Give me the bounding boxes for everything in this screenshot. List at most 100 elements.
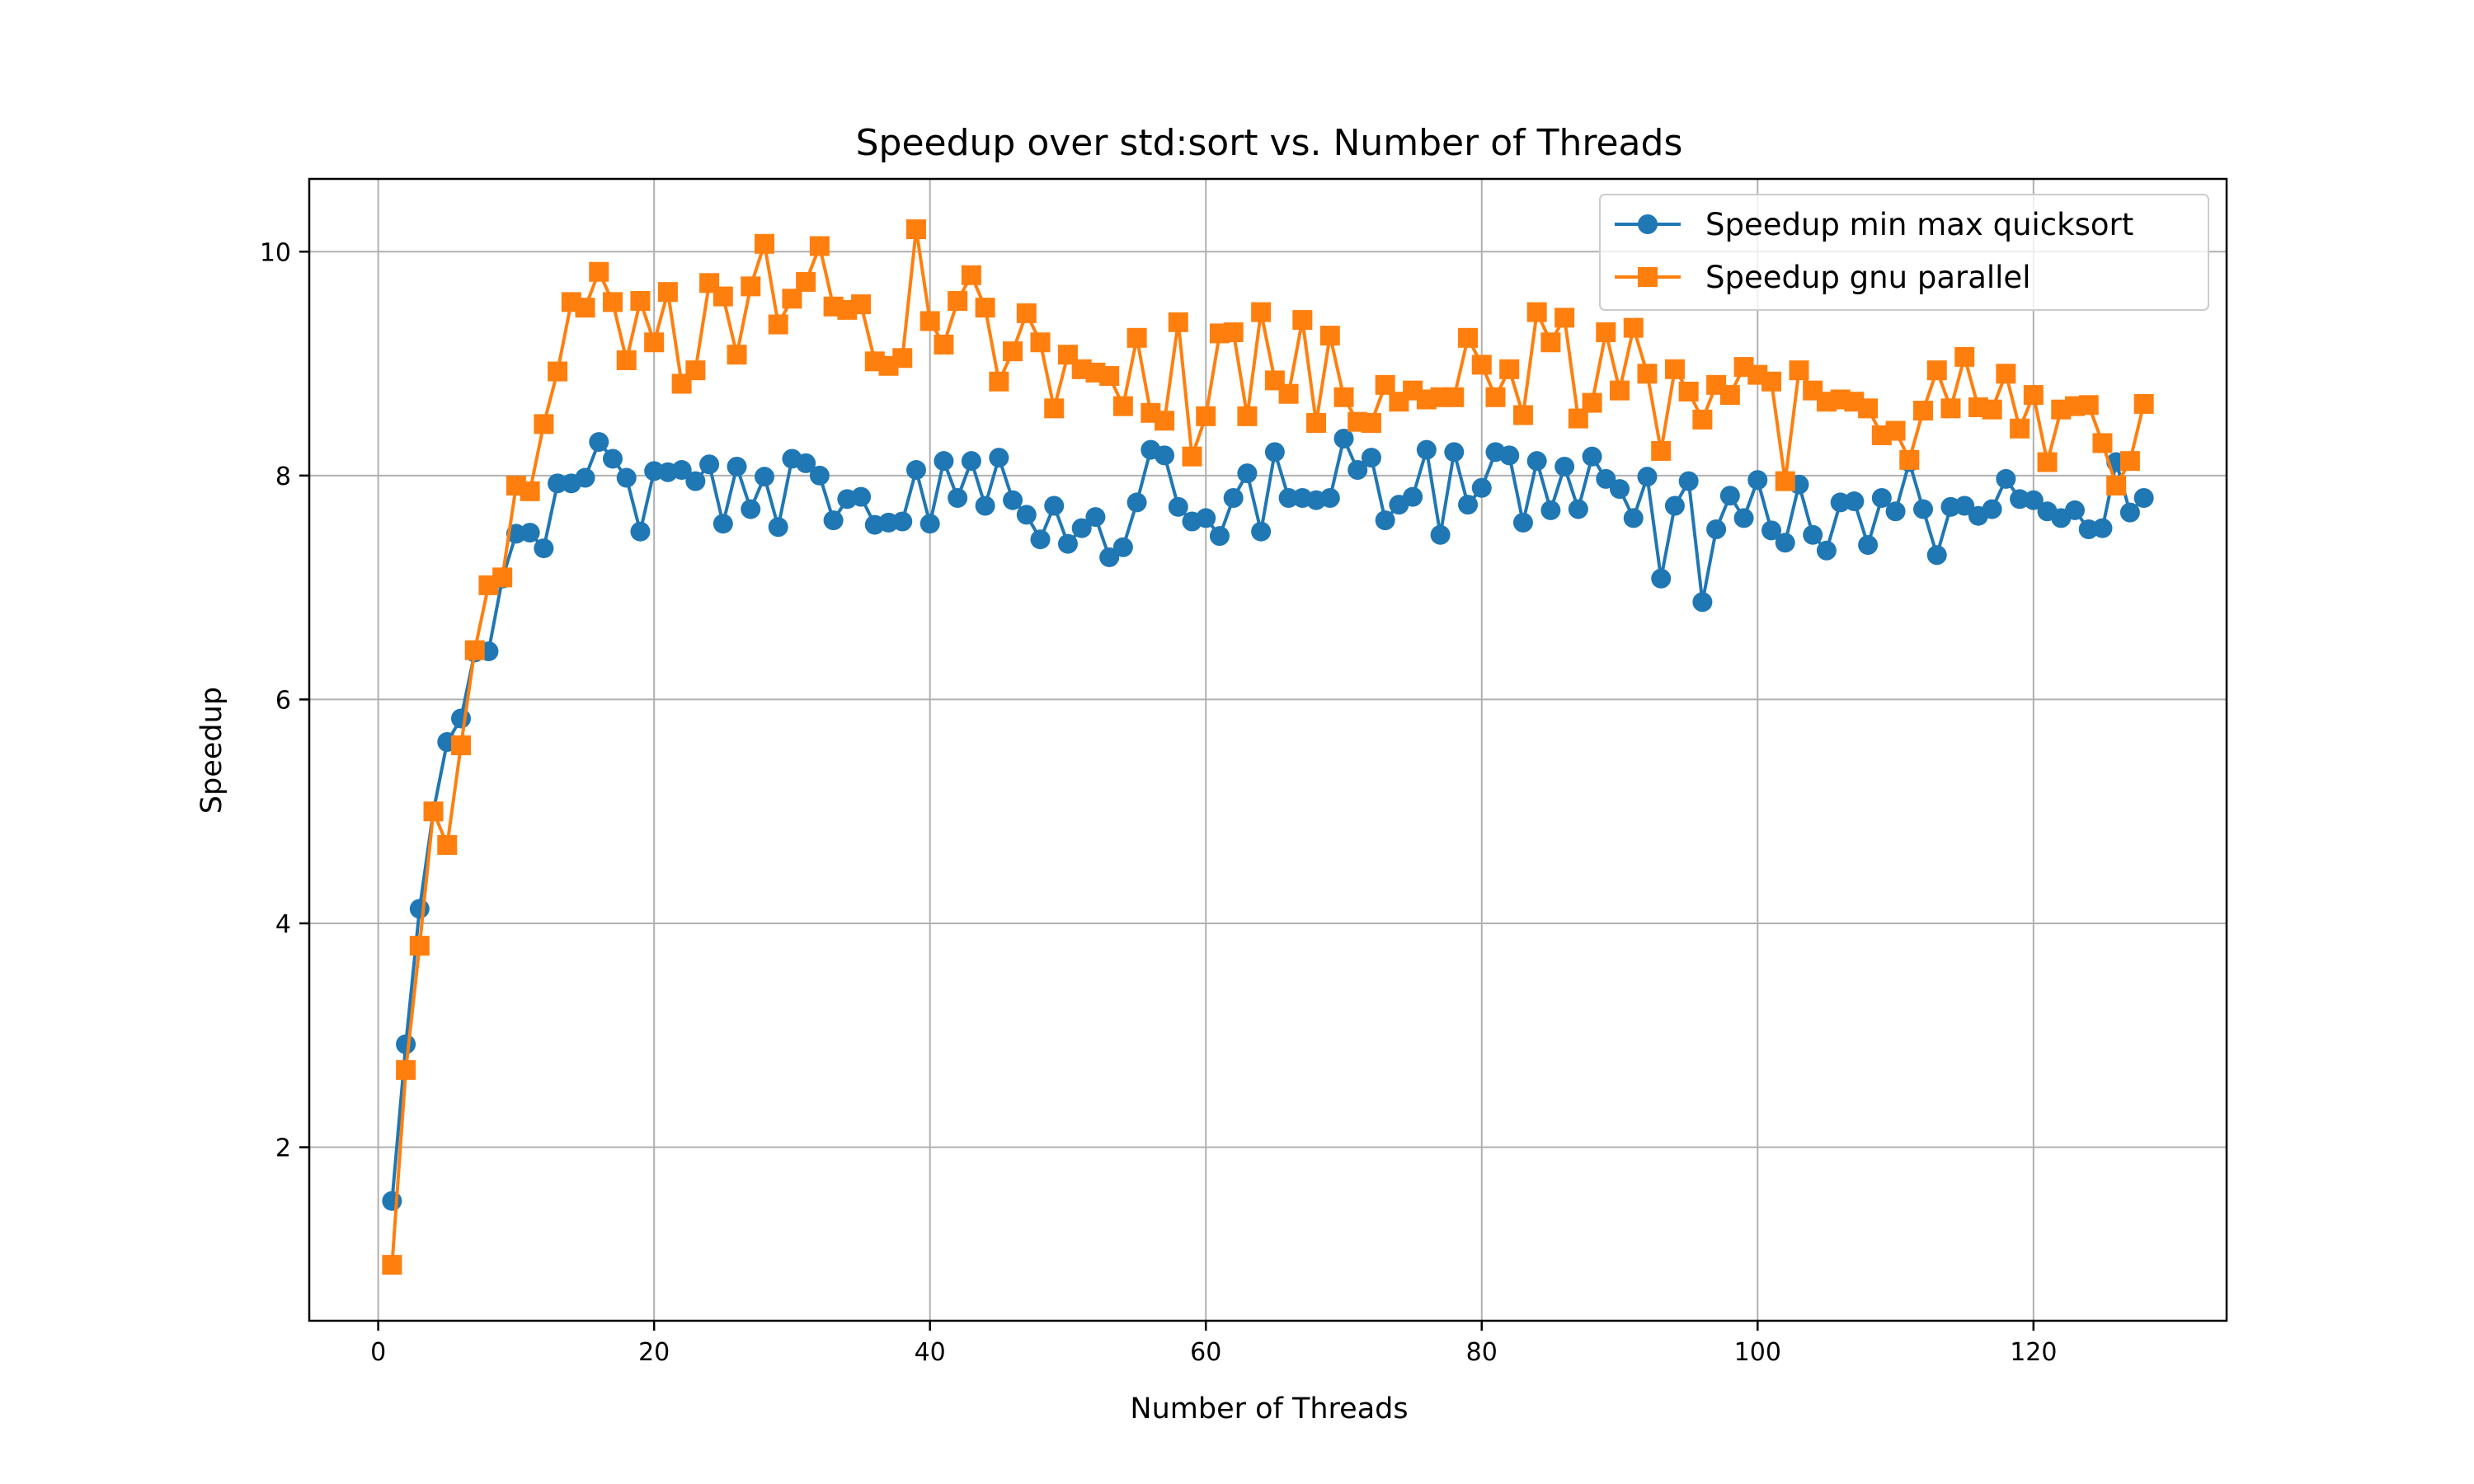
data-point bbox=[1623, 317, 1644, 338]
data-point bbox=[768, 517, 788, 538]
data-point bbox=[975, 495, 995, 516]
data-point bbox=[602, 448, 623, 469]
data-point bbox=[1982, 499, 2002, 519]
data-point bbox=[1319, 326, 1340, 346]
data-point bbox=[575, 467, 595, 488]
data-point bbox=[1237, 406, 1258, 426]
data-point bbox=[409, 936, 430, 956]
data-point bbox=[754, 233, 774, 254]
data-point bbox=[534, 538, 554, 559]
series-layer bbox=[382, 219, 2154, 1275]
data-point bbox=[1348, 460, 1368, 481]
data-point bbox=[2037, 452, 2058, 472]
data-point bbox=[520, 523, 540, 543]
data-point bbox=[1733, 508, 1754, 528]
data-point bbox=[741, 276, 761, 297]
data-point bbox=[1251, 302, 1272, 322]
data-point bbox=[1982, 399, 2002, 420]
data-point bbox=[1596, 322, 1616, 343]
x-tick-label: 60 bbox=[1190, 1338, 1221, 1367]
data-point bbox=[2133, 393, 2154, 414]
y-tick-label: 8 bbox=[275, 463, 291, 491]
data-point bbox=[1512, 405, 1533, 425]
legend-item-2: Speedup gnu parallel bbox=[1615, 260, 2030, 295]
data-point bbox=[548, 473, 568, 494]
data-point bbox=[2119, 502, 2140, 523]
data-point bbox=[644, 332, 665, 353]
data-point bbox=[2133, 487, 2154, 508]
data-point bbox=[768, 314, 788, 335]
data-point bbox=[1913, 401, 1934, 421]
data-point bbox=[699, 454, 720, 475]
data-point bbox=[1664, 359, 1685, 379]
data-point bbox=[1444, 442, 1465, 463]
data-point bbox=[1126, 327, 1147, 348]
data-point bbox=[1044, 398, 1065, 419]
data-point bbox=[1775, 533, 1795, 553]
data-point bbox=[1430, 524, 1451, 545]
data-point bbox=[2092, 518, 2113, 538]
data-point bbox=[1775, 471, 1795, 491]
data-point bbox=[1582, 446, 1602, 467]
data-point bbox=[1223, 322, 1244, 343]
data-point bbox=[1126, 492, 1147, 513]
data-point bbox=[575, 298, 595, 318]
data-point bbox=[2078, 395, 2099, 416]
legend-marker bbox=[1638, 214, 1658, 234]
data-point bbox=[851, 294, 872, 315]
data-point bbox=[1844, 491, 1865, 512]
data-point bbox=[1996, 468, 2016, 489]
data-point bbox=[727, 345, 747, 365]
data-point bbox=[1692, 409, 1713, 430]
data-point bbox=[1112, 537, 1133, 557]
data-point bbox=[1610, 380, 1630, 401]
data-point bbox=[616, 467, 637, 488]
data-point bbox=[1706, 519, 1727, 540]
data-point bbox=[1085, 507, 1106, 528]
data-point bbox=[1264, 442, 1285, 463]
x-tick-label: 100 bbox=[1734, 1338, 1781, 1367]
data-point bbox=[1913, 499, 1934, 519]
data-point bbox=[423, 801, 444, 822]
legend-item-1: Speedup min max quicksort bbox=[1615, 207, 2133, 242]
data-point bbox=[1196, 406, 1216, 426]
data-point bbox=[1333, 429, 1354, 449]
data-point bbox=[1858, 535, 1879, 556]
data-point bbox=[1526, 302, 1547, 322]
data-point bbox=[920, 514, 940, 534]
x-tick-label: 120 bbox=[2010, 1338, 2057, 1367]
data-point bbox=[630, 291, 651, 312]
data-point bbox=[1816, 540, 1837, 561]
data-point bbox=[1155, 411, 1175, 431]
data-point bbox=[741, 499, 761, 519]
data-point bbox=[450, 708, 471, 729]
x-axis: 0 20 40 60 80 100 120 bbox=[370, 1321, 2057, 1367]
data-point bbox=[396, 1034, 416, 1054]
data-point bbox=[1858, 398, 1879, 419]
data-point bbox=[796, 453, 816, 473]
data-point bbox=[1926, 545, 1947, 566]
data-point bbox=[671, 460, 692, 481]
data-point bbox=[492, 567, 513, 588]
data-point bbox=[989, 448, 1009, 468]
data-point bbox=[1719, 486, 1740, 506]
y-axis: 2 4 6 8 10 bbox=[260, 238, 309, 1163]
data-point bbox=[1871, 487, 1892, 508]
data-point bbox=[796, 271, 816, 292]
data-point bbox=[1940, 398, 1961, 419]
data-point bbox=[892, 348, 913, 369]
data-point bbox=[2023, 385, 2044, 406]
data-point bbox=[1582, 392, 1602, 413]
data-point bbox=[2023, 490, 2044, 510]
data-point bbox=[1182, 446, 1202, 467]
legend-label: Speedup gnu parallel bbox=[1705, 260, 2030, 295]
data-point bbox=[1016, 505, 1037, 525]
data-point bbox=[2106, 476, 2127, 496]
data-point bbox=[1099, 547, 1120, 567]
data-point bbox=[1471, 355, 1492, 375]
data-point bbox=[1885, 501, 1906, 522]
data-point bbox=[1623, 508, 1644, 528]
y-tick-label: 6 bbox=[275, 686, 291, 715]
data-point bbox=[1678, 381, 1699, 402]
